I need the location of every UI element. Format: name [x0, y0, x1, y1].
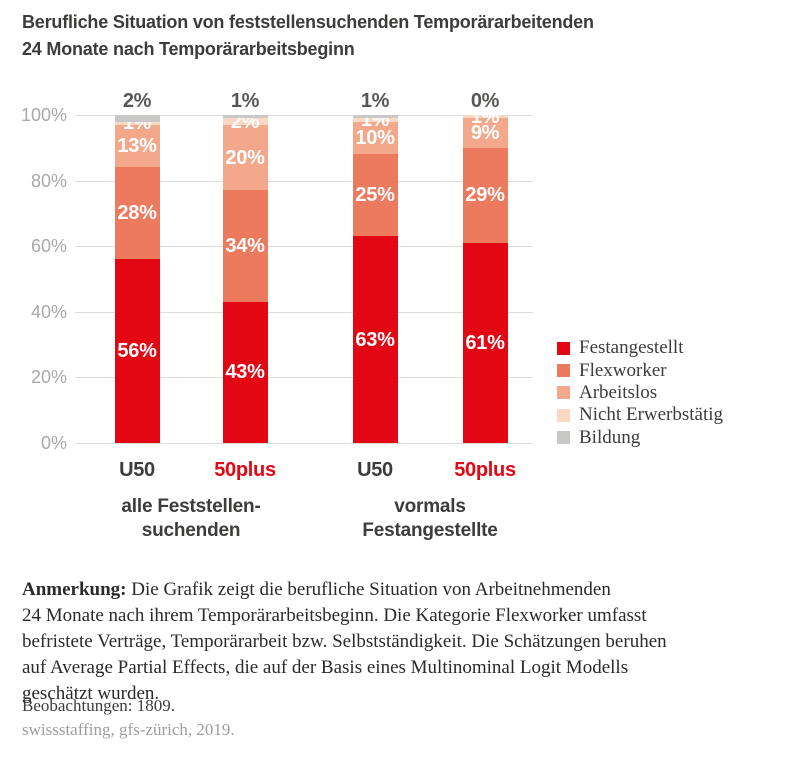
bar-top-label: 1%	[230, 90, 260, 112]
bar-segment-flexworker	[222, 190, 268, 302]
gridline	[75, 311, 533, 313]
y-axis-tick: 40%	[30, 301, 67, 322]
bar-segment-label: 10%	[355, 126, 395, 149]
bar-segment-nicht-erwerbst-tig	[352, 118, 398, 122]
group-label-line2: suchenden	[141, 520, 241, 541]
legend-item: Nicht Erwerbstätig	[557, 404, 723, 426]
legend-swatch-arbeitslos	[557, 386, 570, 400]
x-axis-label: 50plus	[454, 459, 516, 481]
bar-segment-label: 1%	[470, 105, 500, 128]
y-axis-tick: 60%	[30, 236, 67, 257]
bar-segment-festangestellt	[114, 259, 160, 443]
annotation-label: Anmerkung:	[22, 579, 127, 600]
bar-segment-label: 25%	[355, 184, 395, 207]
bar-segment-label: 28%	[117, 202, 157, 225]
gridline	[75, 115, 533, 116]
bar-segment-flexworker	[462, 147, 508, 243]
legend-label: Bildung	[579, 426, 641, 448]
bar-segment-bildung	[222, 115, 268, 119]
x-axis-label: U50	[119, 459, 155, 481]
gridline	[75, 246, 533, 248]
bar-segment-nicht-erwerbst-tig	[114, 121, 160, 125]
page-title: Berufliche Situation von feststellensuch…	[22, 9, 594, 63]
bar-top-label: 1%	[360, 90, 390, 112]
bar-top-label: 2%	[122, 90, 152, 112]
group-label-line2: Festangestellte	[362, 520, 498, 541]
legend-swatch-flexworker	[557, 364, 570, 378]
legend-item: Festangestellt	[557, 337, 723, 359]
bar-segment-arbeitslos	[462, 118, 508, 148]
legend-item: Bildung	[557, 427, 723, 449]
y-axis-tick: 0%	[40, 433, 67, 453]
bar-segment-label: 63%	[355, 328, 395, 351]
bar-top-label: 0%	[470, 90, 500, 112]
bar-segment-label: 9%	[470, 122, 500, 145]
source-credit: swissstaffing, gfs-zürich, 2019.	[22, 720, 235, 739]
legend-swatch-nicht-erwerbst-tig	[557, 408, 570, 422]
group-label-line1: alle Feststellen-	[121, 496, 261, 517]
legend-swatch-bildung	[557, 431, 570, 445]
bar-segment-arbeitslos	[352, 121, 398, 155]
x-axis-label: U50	[357, 459, 393, 481]
bar-segment-arbeitslos	[114, 124, 160, 168]
legend-label: Flexworker	[579, 359, 667, 381]
page-title-line1: Berufliche Situation von feststellensuch…	[22, 12, 594, 32]
page-title-line2: 24 Monate nach Temporärarbeitsbeginn	[22, 39, 355, 59]
legend: Festangestellt Flexworker Arbeitslos Nicht …	[557, 337, 723, 449]
bar-segment-flexworker	[352, 154, 398, 237]
bar-segment-bildung	[114, 115, 160, 122]
annotation: Anmerkung: Die Grafik zeigt die beruflic…	[22, 577, 782, 707]
bar-segment-label: 43%	[225, 361, 265, 384]
x-axis-label: 50plus	[214, 459, 276, 481]
bar-segment-nicht-erwerbst-tig	[222, 118, 268, 125]
bar-segment-bildung	[352, 115, 398, 119]
legend-label: Arbeitslos	[579, 381, 658, 403]
bar-segment-label: 29%	[465, 184, 505, 207]
legend-label: Nicht Erwerbstätig	[579, 404, 724, 426]
gridline	[75, 180, 533, 182]
bar-segment-arbeitslos	[222, 124, 268, 191]
y-axis-tick: 20%	[30, 367, 67, 388]
bar-segment-label: 34%	[225, 235, 265, 258]
bar-segment-flexworker	[114, 167, 160, 260]
legend-swatch-festangestellt	[557, 341, 570, 355]
group-label: alle Feststellen-suchenden	[81, 495, 301, 543]
bar-segment-festangestellt	[352, 236, 398, 443]
gridline	[75, 377, 533, 379]
observations-note: Beobachtungen: 1809.	[22, 696, 175, 715]
bar-segment-label: 2%	[230, 110, 260, 133]
bar-segment-label: 13%	[117, 135, 157, 158]
bar-segment-label: 1%	[360, 108, 390, 131]
bar-segment-label: 56%	[117, 340, 157, 363]
bar-segment-nicht-erwerbst-tig	[462, 115, 508, 119]
plot-area: 100% 80% 60% 40% 20% 0% 56% 28% 13% 1% 2% U50 43% 34%…	[21, 90, 533, 541]
gridline	[75, 443, 533, 444]
legend-item: Arbeitslos	[557, 382, 723, 404]
bar-segment-label: 61%	[465, 331, 505, 354]
legend-label: Festangestellt	[579, 337, 684, 359]
group-label-line1: vormals	[394, 496, 466, 517]
bar-segment-festangestellt	[222, 301, 268, 443]
bar-segment-festangestellt	[462, 242, 508, 443]
bar-segment-label: 20%	[225, 146, 265, 169]
legend-item: Flexworker	[557, 359, 723, 381]
y-axis-tick: 80%	[30, 170, 67, 191]
y-axis-tick: 100%	[20, 105, 67, 125]
annotation-text: Die Grafik zeigt die berufliche Situatio…	[22, 579, 667, 704]
group-label: vormals Festangestellte	[320, 495, 540, 543]
